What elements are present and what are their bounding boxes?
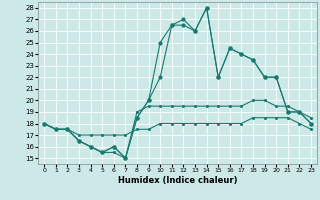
X-axis label: Humidex (Indice chaleur): Humidex (Indice chaleur) — [118, 176, 237, 185]
